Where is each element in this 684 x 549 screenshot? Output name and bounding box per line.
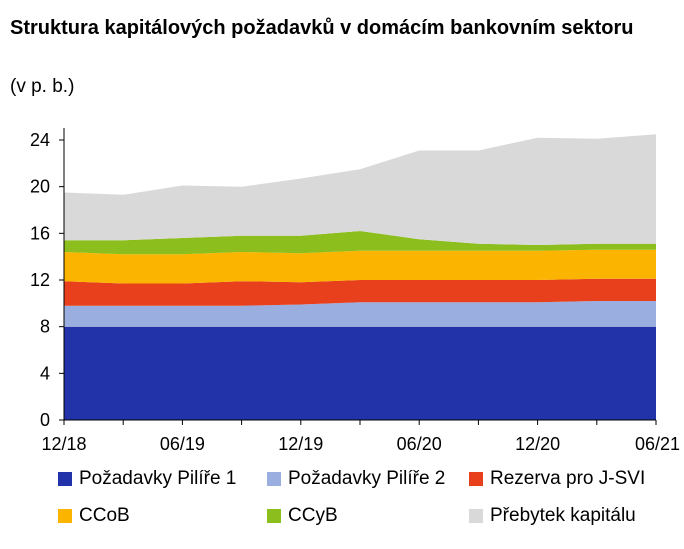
legend-label: CCyB [288, 505, 338, 526]
legend-swatch [58, 509, 72, 523]
chart-subtitle: (v p. b.) [10, 76, 75, 97]
legend-label: Přebytek kapitálu [490, 505, 636, 526]
legend-item: Požadavky Pilíře 1 [58, 468, 236, 490]
legend-swatch [58, 472, 72, 486]
x-tick-label: 12/20 [515, 434, 560, 454]
x-tick-label: 06/19 [160, 434, 205, 454]
area-series-5 [64, 231, 656, 255]
area-series-2 [64, 301, 656, 327]
area-series-6 [64, 134, 656, 245]
y-tick-label: 4 [40, 363, 50, 383]
area-series-1 [64, 326, 656, 420]
chart-title: Struktura kapitálových požadavků v domác… [10, 17, 634, 39]
legend-swatch [267, 472, 281, 486]
y-tick-label: 20 [30, 177, 50, 197]
legend-label: CCoB [79, 505, 130, 526]
x-tick-label: 12/18 [41, 434, 86, 454]
x-tick-label: 06/20 [397, 434, 442, 454]
y-tick-label: 0 [40, 410, 50, 430]
area-series-4 [64, 249, 656, 284]
legend-item: Přebytek kapitálu [469, 505, 636, 527]
y-tick-label: 12 [30, 270, 50, 290]
legend-item: CCoB [58, 505, 130, 527]
y-tick-label: 8 [40, 317, 50, 337]
legend-label: Požadavky Pilíře 1 [79, 468, 237, 489]
legend-item: Rezerva pro J-SVI [469, 468, 645, 490]
x-tick-label: 06/21 [635, 434, 680, 454]
area-series-3 [64, 278, 656, 306]
legend-item: Požadavky Pilíře 2 [267, 468, 445, 490]
y-tick-label: 16 [30, 223, 50, 243]
legend-swatch [469, 472, 483, 486]
legend-item: CCyB [267, 505, 338, 527]
y-tick-label: 24 [30, 130, 50, 150]
legend-swatch [267, 509, 281, 523]
legend-swatch [469, 509, 483, 523]
legend-label: Požadavky Pilíře 2 [288, 468, 446, 489]
legend-label: Rezerva pro J-SVI [490, 468, 646, 489]
x-tick-label: 12/19 [278, 434, 323, 454]
